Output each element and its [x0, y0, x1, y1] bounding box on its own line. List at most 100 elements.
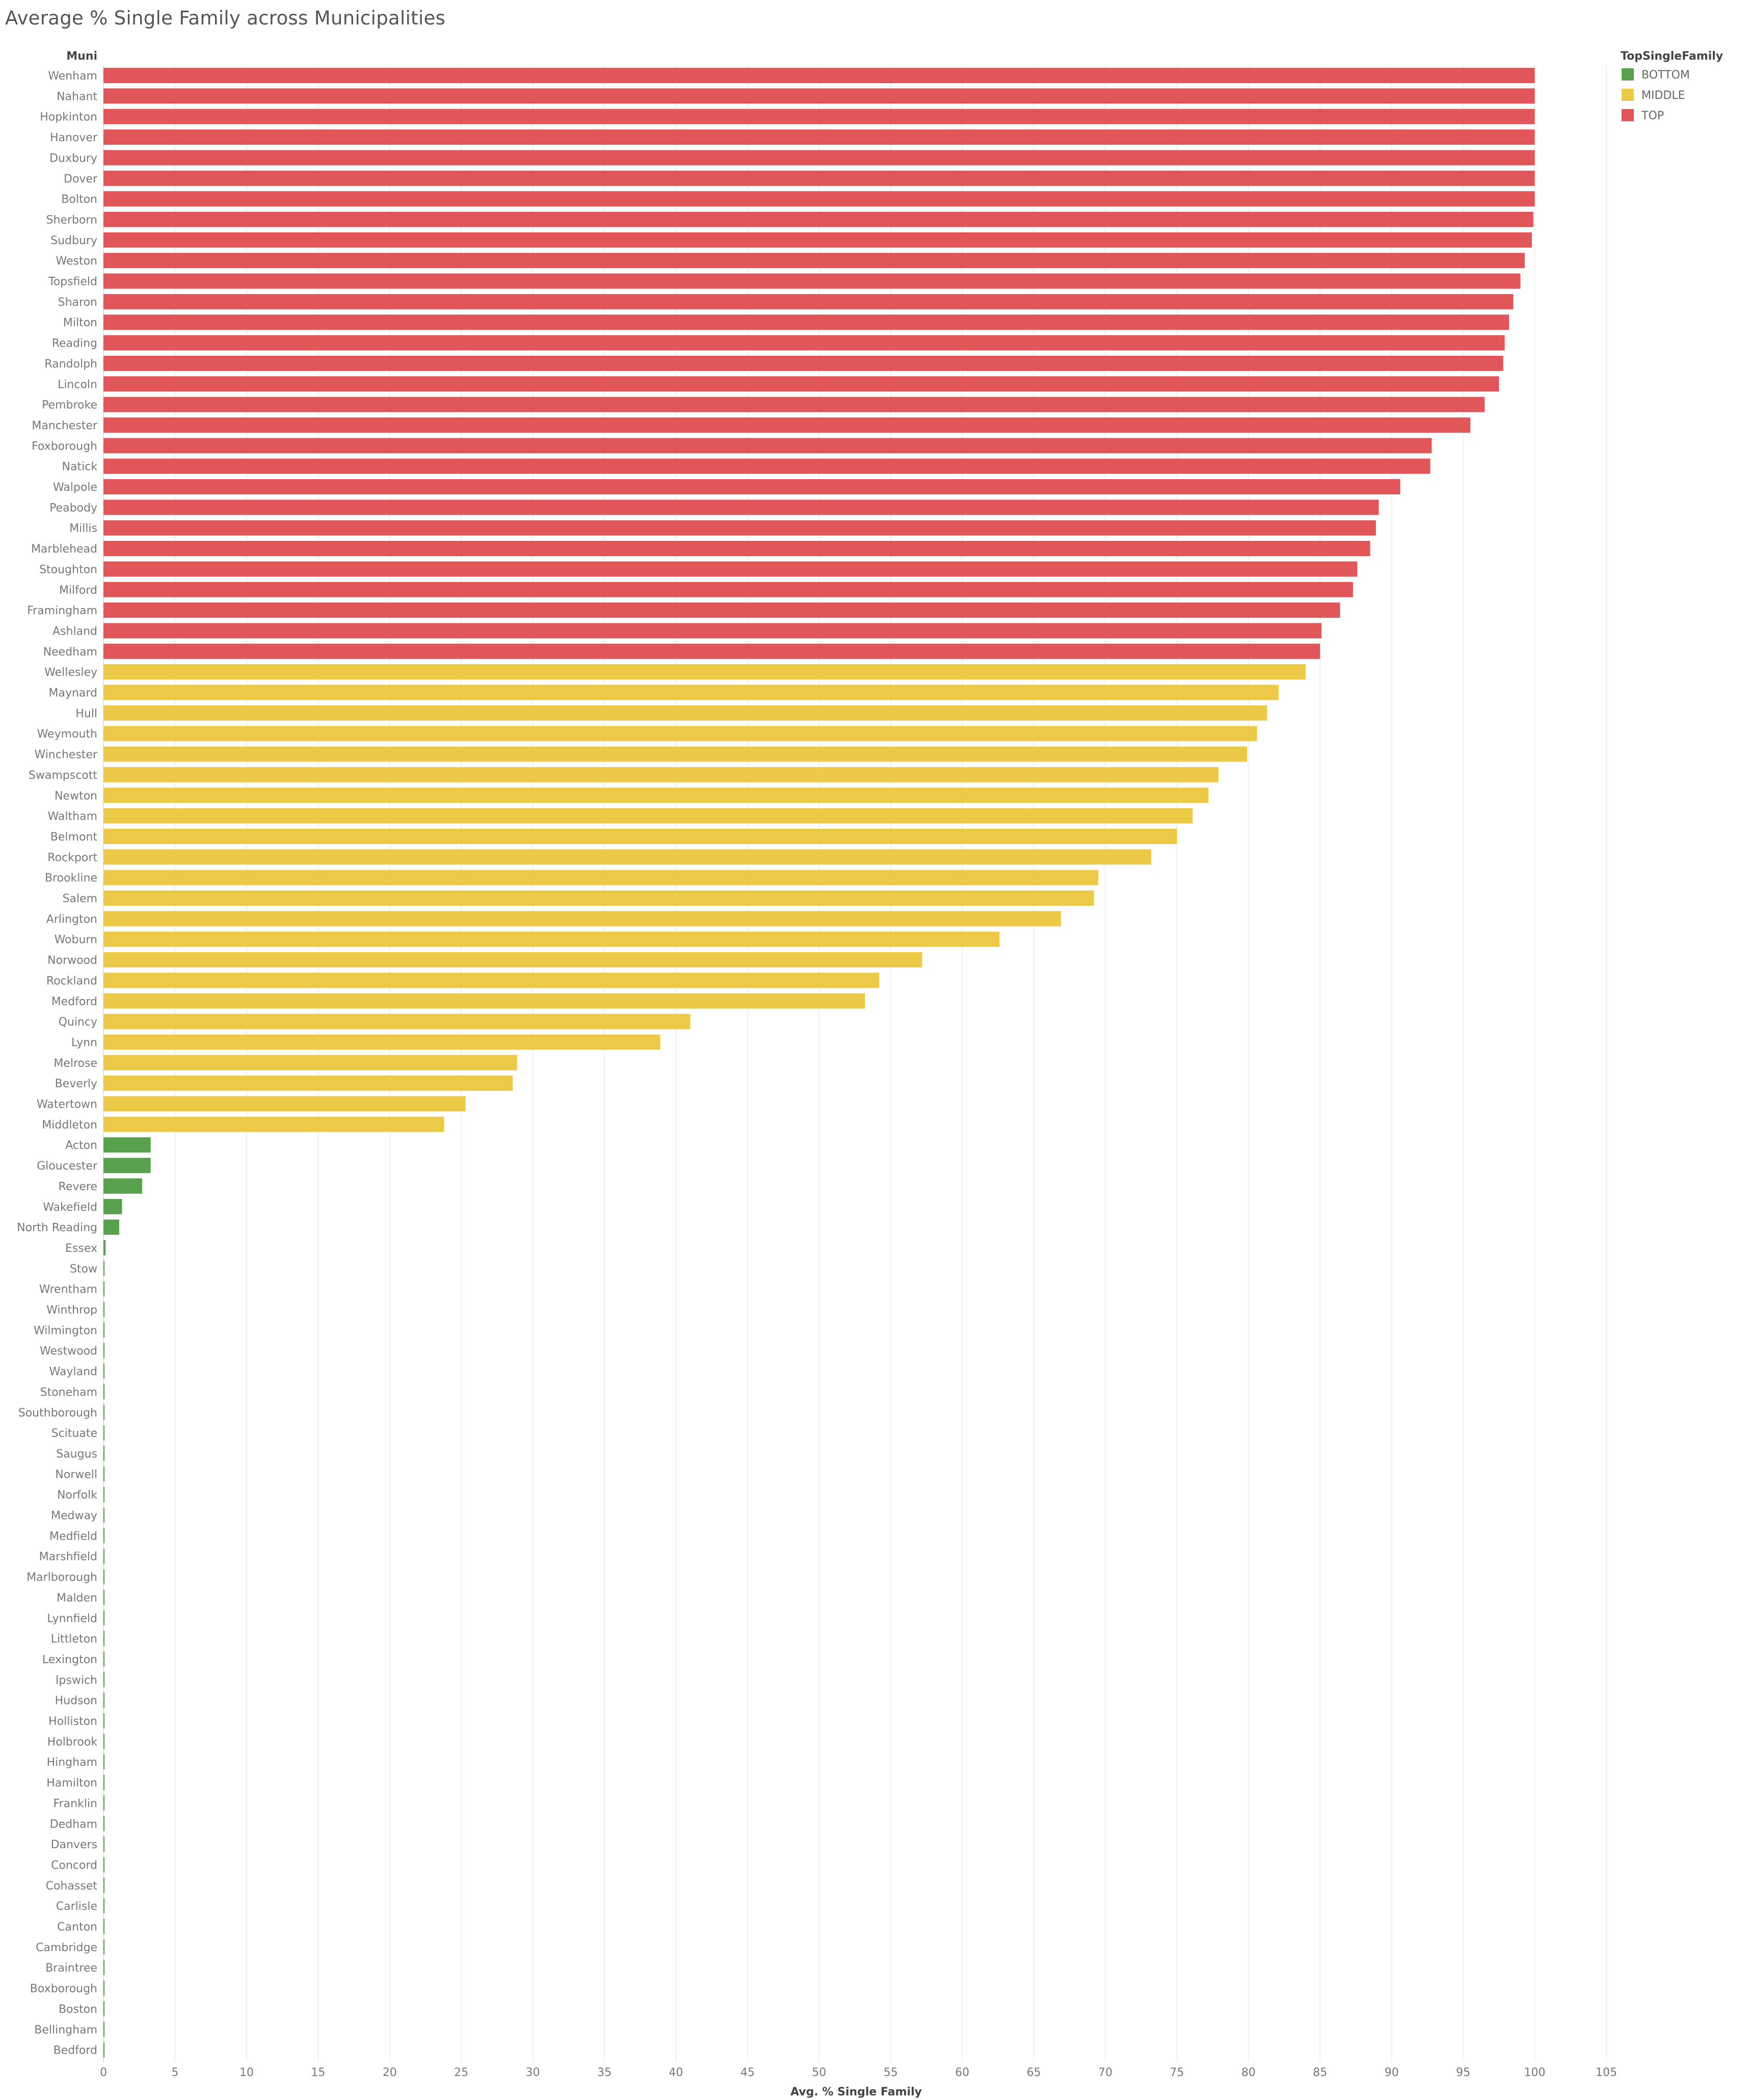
bar-holbrook[interactable]: [103, 1734, 104, 1749]
bar-sharon[interactable]: [103, 294, 1514, 309]
bar-hanover[interactable]: [103, 129, 1535, 145]
bar-millis[interactable]: [103, 520, 1376, 536]
bar-saugus[interactable]: [103, 1446, 104, 1461]
bar-norwood[interactable]: [103, 952, 922, 968]
bar-north-reading[interactable]: [103, 1219, 119, 1235]
bar-weymouth[interactable]: [103, 726, 1257, 742]
bar-hopkinton[interactable]: [103, 109, 1535, 124]
bar-stow[interactable]: [103, 1261, 104, 1276]
bar-beverly[interactable]: [103, 1075, 513, 1091]
bar-norwell[interactable]: [103, 1466, 104, 1482]
bar-scituate[interactable]: [103, 1425, 104, 1441]
bar-marblehead[interactable]: [103, 541, 1370, 557]
bar-salem[interactable]: [103, 890, 1094, 906]
bar-braintree[interactable]: [103, 1960, 104, 1976]
bar-hamilton[interactable]: [103, 1775, 104, 1791]
bar-concord[interactable]: [103, 1857, 104, 1873]
bar-canton[interactable]: [103, 1919, 104, 1934]
bar-walpole[interactable]: [103, 479, 1400, 494]
bar-maynard[interactable]: [103, 685, 1279, 700]
bar-bellingham[interactable]: [103, 2022, 104, 2037]
bar-brookline[interactable]: [103, 870, 1098, 885]
bar-stoneham[interactable]: [103, 1384, 104, 1400]
bar-reading[interactable]: [103, 335, 1505, 351]
bar-duxbury[interactable]: [103, 150, 1535, 166]
bar-essex[interactable]: [103, 1240, 106, 1255]
bar-ashland[interactable]: [103, 623, 1322, 639]
bar-natick[interactable]: [103, 458, 1430, 474]
bar-carlisle[interactable]: [103, 1898, 104, 1914]
bar-arlington[interactable]: [103, 911, 1061, 927]
bar-manchester[interactable]: [103, 417, 1471, 433]
bar-bolton[interactable]: [103, 191, 1535, 207]
bar-winthrop[interactable]: [103, 1302, 104, 1317]
bar-sudbury[interactable]: [103, 232, 1532, 248]
bar-medford[interactable]: [103, 993, 865, 1009]
bar-lincoln[interactable]: [103, 376, 1499, 392]
bar-wilmington[interactable]: [103, 1322, 104, 1338]
bar-hull[interactable]: [103, 705, 1267, 721]
bar-revere[interactable]: [103, 1178, 142, 1194]
bar-rockport[interactable]: [103, 849, 1151, 865]
bar-boxborough[interactable]: [103, 1980, 104, 1996]
bar-framingham[interactable]: [103, 602, 1340, 618]
bar-melrose[interactable]: [103, 1055, 517, 1070]
bar-winchester[interactable]: [103, 746, 1248, 762]
bar-franklin[interactable]: [103, 1795, 104, 1811]
bar-waltham[interactable]: [103, 808, 1193, 824]
bar-dedham[interactable]: [103, 1816, 104, 1831]
bar-danvers[interactable]: [103, 1836, 104, 1852]
bar-norfolk[interactable]: [103, 1487, 104, 1503]
bar-milton[interactable]: [103, 314, 1509, 330]
bar-cambridge[interactable]: [103, 1939, 104, 1955]
bar-medway[interactable]: [103, 1507, 104, 1523]
bar-westwood[interactable]: [103, 1343, 104, 1358]
bar-holliston[interactable]: [103, 1713, 104, 1728]
bar-boston[interactable]: [103, 2001, 104, 2016]
bar-milford[interactable]: [103, 582, 1353, 597]
bar-cohasset[interactable]: [103, 1877, 104, 1893]
bar-woburn[interactable]: [103, 931, 1000, 947]
bar-pembroke[interactable]: [103, 397, 1485, 412]
category-label: Lincoln: [58, 378, 97, 391]
bar-dover[interactable]: [103, 170, 1535, 186]
bar-swampscott[interactable]: [103, 767, 1218, 782]
bar-wrentham[interactable]: [103, 1281, 104, 1297]
bar-rockland[interactable]: [103, 973, 880, 988]
bar-randolph[interactable]: [103, 355, 1503, 371]
bar-peabody[interactable]: [103, 500, 1379, 515]
bar-nahant[interactable]: [103, 88, 1535, 104]
bar-littleton[interactable]: [103, 1631, 104, 1646]
bar-middleton[interactable]: [103, 1116, 444, 1132]
bar-watertown[interactable]: [103, 1096, 466, 1112]
bar-medfield[interactable]: [103, 1528, 104, 1543]
bar-hudson[interactable]: [103, 1692, 104, 1708]
bar-quincy[interactable]: [103, 1014, 691, 1030]
bar-belmont[interactable]: [103, 828, 1177, 844]
bar-marlborough[interactable]: [103, 1569, 104, 1585]
bar-southborough[interactable]: [103, 1404, 104, 1420]
bar-hingham[interactable]: [103, 1754, 104, 1770]
category-label: Melrose: [54, 1057, 97, 1070]
bar-weston[interactable]: [103, 253, 1525, 269]
bar-gloucester[interactable]: [103, 1158, 151, 1173]
bar-wayland[interactable]: [103, 1363, 104, 1379]
bar-wakefield[interactable]: [103, 1199, 122, 1215]
bar-sherborn[interactable]: [103, 212, 1533, 227]
category-label: Medway: [51, 1510, 97, 1522]
bar-acton[interactable]: [103, 1137, 151, 1153]
bar-wellesley[interactable]: [103, 664, 1306, 680]
bar-wenham[interactable]: [103, 68, 1535, 83]
bar-lynnfield[interactable]: [103, 1610, 104, 1626]
bar-needham[interactable]: [103, 643, 1320, 659]
bar-lexington[interactable]: [103, 1651, 104, 1667]
bar-bedford[interactable]: [103, 2042, 104, 2058]
bar-topsfield[interactable]: [103, 273, 1521, 289]
bar-stoughton[interactable]: [103, 561, 1358, 577]
bar-marshfield[interactable]: [103, 1548, 104, 1564]
bar-malden[interactable]: [103, 1589, 104, 1605]
bar-newton[interactable]: [103, 788, 1209, 803]
bar-lynn[interactable]: [103, 1034, 660, 1050]
bar-foxborough[interactable]: [103, 438, 1432, 454]
bar-ipswich[interactable]: [103, 1672, 104, 1688]
